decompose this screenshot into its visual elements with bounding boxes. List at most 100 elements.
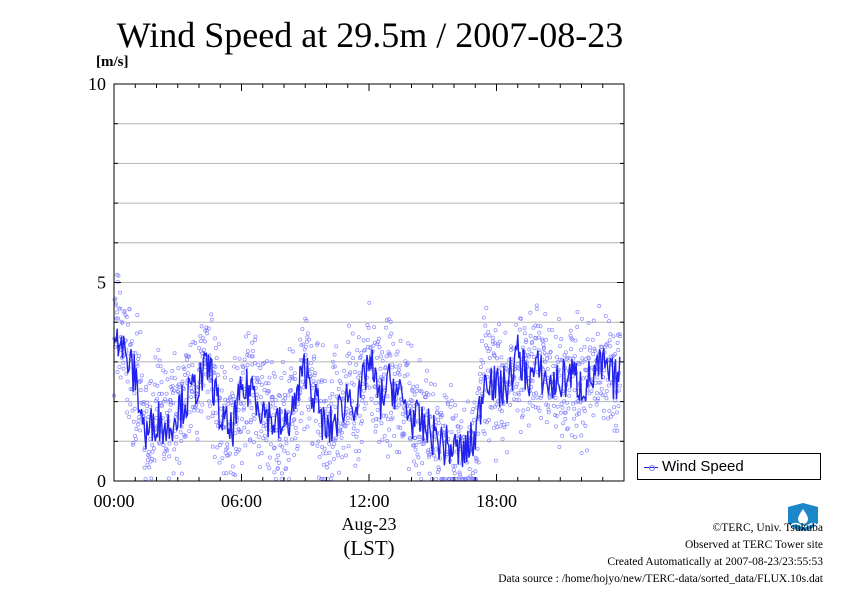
sample-point [516,392,521,397]
sample-point [562,353,567,358]
sample-point [350,331,355,336]
sample-point [559,402,564,406]
sample-point [573,435,578,439]
sample-point [436,418,441,423]
sample-point [378,366,383,371]
sample-point [128,387,133,392]
sample-point [563,410,568,415]
sample-point [458,425,463,430]
sample-point [616,404,621,409]
sample-point [327,450,332,455]
sample-point [347,372,352,377]
sample-point [375,407,380,412]
sample-point [141,402,145,407]
x-axis-timezone-label: (LST) [343,536,395,560]
sample-point [298,337,303,342]
sample-point [189,395,194,400]
sample-point [332,442,337,446]
sample-point [357,449,362,454]
sample-point [252,416,257,421]
x-axis-date-label: Aug-23 [341,514,397,534]
sample-point [607,319,611,324]
sample-point [596,380,601,385]
sample-point [256,362,261,367]
sample-point [385,439,390,443]
sample-point [531,391,536,396]
sample-point [239,429,244,434]
sample-point [355,428,360,433]
sample-point [471,417,476,422]
sample-point [557,344,562,349]
sample-point [241,401,246,406]
sample-point [397,363,402,368]
sample-point [141,399,146,404]
sample-point [428,381,433,386]
sample-point [257,444,261,449]
sample-point [116,316,121,321]
sample-point [280,360,285,364]
sample-point [117,365,122,369]
sample-point [440,413,445,418]
sample-point [242,357,247,362]
sample-point [229,377,233,382]
sample-point [514,322,519,327]
sample-point [486,417,491,422]
sample-point [361,338,366,343]
legend: Wind Speed [637,453,821,480]
sample-point [376,336,381,341]
sample-point [395,449,399,454]
sample-point [290,421,295,426]
sample-point [498,424,503,429]
sample-point [591,352,596,356]
sample-point [248,420,253,425]
sample-point [373,400,378,405]
sample-point [523,339,528,344]
sample-point [228,470,233,475]
sample-point [470,410,475,415]
sample-point [132,391,137,396]
sample-point [118,375,123,380]
sample-point [267,375,272,380]
sample-point [487,333,492,338]
sample-point [300,327,305,332]
sample-point [158,364,163,369]
sample-point [245,349,250,354]
sample-point [587,348,592,353]
sample-point [185,371,190,376]
sample-point [255,376,260,380]
sample-point [555,404,560,409]
sample-point [174,456,179,461]
sample-point [534,336,539,341]
sample-point [257,379,262,384]
sample-point [222,375,227,380]
sample-point [481,360,486,365]
sample-point [401,431,406,436]
sample-point [527,400,532,405]
sample-point [527,354,531,359]
sample-point [454,413,458,418]
sample-point [120,320,125,325]
sample-point [219,440,224,445]
sample-point [159,380,164,385]
wind-speed-line [113,328,621,468]
sample-point [397,372,402,377]
sample-point [291,349,296,354]
sample-point [190,362,195,367]
sample-point [282,371,287,375]
sample-point [479,339,484,343]
sample-point [448,404,453,409]
sample-point [172,351,177,356]
sample-point [374,424,378,429]
sample-point [173,441,178,446]
sample-point [579,347,583,352]
sample-point [372,384,377,389]
sample-point [135,422,140,427]
sample-point [417,358,422,362]
sample-point [315,443,320,448]
sample-point [264,438,269,443]
sample-point [399,401,404,406]
sample-point [267,455,272,460]
x-tick-label: 18:00 [476,491,517,511]
sample-point [530,339,535,344]
sample-point [254,431,259,436]
